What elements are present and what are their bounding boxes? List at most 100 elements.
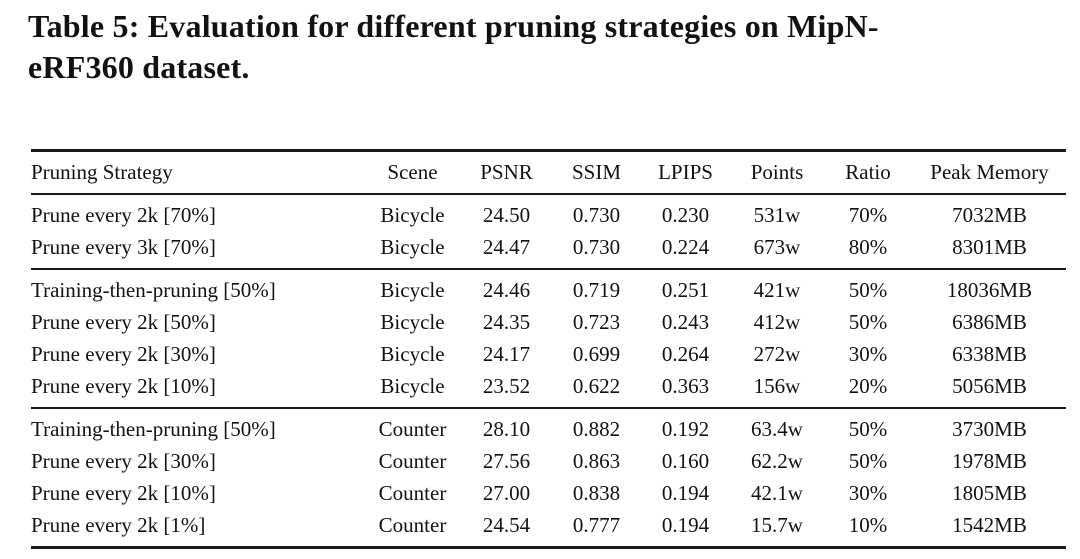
cell-strategy: Prune every 3k [70%]	[31, 234, 216, 259]
column-header-scene: Scene	[387, 160, 438, 184]
cell-lpips: 0.192	[661, 416, 710, 441]
cell-strategy: Prune every 2k [70%]	[31, 202, 216, 227]
cell-strategy: Training-then-pruning [50%]	[31, 416, 276, 441]
cell-points: 531w	[753, 202, 801, 227]
cell-peak_memory: 1978MB	[952, 448, 1027, 473]
cell-lpips: 0.243	[661, 309, 710, 334]
cell-lpips: 0.251	[661, 277, 710, 302]
cell-lpips: 0.160	[661, 448, 710, 473]
cell-psnr: 24.50	[482, 202, 531, 227]
cell-peak_memory: 7032MB	[952, 202, 1027, 227]
caption-line-1: Table 5: Evaluation for different prunin…	[28, 8, 879, 44]
cell-ratio: 10%	[848, 512, 888, 537]
cell-strategy: Training-then-pruning [50%]	[31, 277, 276, 302]
column-header-ssim: SSIM	[571, 160, 622, 184]
column-header-points: Points	[750, 160, 804, 184]
table-head: Pruning Strategy Scene PSNR SSIM LPIPS Points…	[31, 150, 1066, 194]
cell-lpips: 0.264	[661, 341, 710, 366]
cell-peak_memory: 1542MB	[952, 512, 1027, 537]
table-group-1: Prune every 2k [70%] Bicycle 24.50 0.730 0.2…	[31, 194, 1066, 269]
cell-ssim: 0.838	[572, 480, 621, 505]
cell-peak_memory: 3730MB	[952, 416, 1027, 441]
cell-scene: Counter	[378, 480, 447, 505]
table-row: Prune every 2k [10%] Bicycle 23.52 0.622 0.3…	[31, 370, 1066, 408]
cell-points: 42.1w	[751, 480, 803, 505]
cell-ssim: 0.730	[572, 202, 621, 227]
cell-ssim: 0.863	[572, 448, 621, 473]
cell-peak_memory: 6338MB	[952, 341, 1027, 366]
table-header-row: Pruning Strategy Scene PSNR SSIM LPIPS Points…	[31, 150, 1066, 194]
cell-points: 421w	[753, 277, 801, 302]
cell-psnr: 24.17	[482, 341, 531, 366]
cell-points: 412w	[753, 309, 801, 334]
table-row: Prune every 2k [50%] Bicycle 24.35 0.723 0.2…	[31, 306, 1066, 338]
column-header-strategy: Pruning Strategy	[31, 160, 173, 184]
column-header-psnr: PSNR	[480, 160, 533, 184]
column-header-ratio: Ratio	[845, 160, 891, 184]
table-row: Prune every 3k [70%] Bicycle 24.47 0.730 0.2…	[31, 231, 1066, 269]
cell-scene: Bicycle	[380, 202, 445, 227]
table-group-3: Training-then-pruning [50%] Counter 28.10 0…	[31, 408, 1066, 548]
cell-ssim: 0.699	[572, 341, 621, 366]
table-row: Prune every 2k [10%] Counter 27.00 0.838 0.1…	[31, 477, 1066, 509]
table-row: Prune every 2k [30%] Counter 27.56 0.863 0.1…	[31, 445, 1066, 477]
table-row: Prune every 2k [30%] Bicycle 24.17 0.699 0.2…	[31, 338, 1066, 370]
cell-scene: Counter	[378, 416, 447, 441]
cell-lpips: 0.224	[661, 234, 710, 259]
cell-psnr: 24.54	[482, 512, 531, 537]
cell-strategy: Prune every 2k [30%]	[31, 341, 216, 366]
cell-scene: Bicycle	[380, 234, 445, 259]
cell-psnr: 24.47	[482, 234, 531, 259]
cell-ratio: 30%	[848, 341, 888, 366]
cell-peak_memory: 5056MB	[952, 373, 1027, 398]
cell-ratio: 70%	[848, 202, 888, 227]
column-header-lpips: LPIPS	[658, 160, 713, 184]
table-row: Prune every 2k [70%] Bicycle 24.50 0.730 0.2…	[31, 194, 1066, 231]
cell-ratio: 50%	[848, 448, 888, 473]
cell-strategy: Prune every 2k [10%]	[31, 373, 216, 398]
table-row: Prune every 2k [1%] Counter 24.54 0.777 0.19…	[31, 509, 1066, 548]
cell-ssim: 0.622	[572, 373, 621, 398]
cell-ssim: 0.719	[572, 277, 621, 302]
cell-ratio: 30%	[848, 480, 888, 505]
table-caption: Table 5: Evaluation for different prunin…	[28, 6, 879, 88]
cell-scene: Counter	[378, 448, 447, 473]
cell-points: 272w	[753, 341, 801, 366]
cell-psnr: 28.10	[482, 416, 531, 441]
caption-line-2: eRF360 dataset.	[28, 49, 250, 85]
cell-psnr: 23.52	[482, 373, 531, 398]
cell-peak_memory: 8301MB	[952, 234, 1027, 259]
cell-peak_memory: 1805MB	[952, 480, 1027, 505]
cell-lpips: 0.363	[661, 373, 710, 398]
cell-ssim: 0.777	[572, 512, 621, 537]
cell-scene: Counter	[378, 512, 447, 537]
table-row: Training-then-pruning [50%] Counter 28.10 0…	[31, 408, 1066, 445]
table-group-2: Training-then-pruning [50%] Bicycle 24.46 0…	[31, 269, 1066, 408]
cell-lpips: 0.194	[661, 512, 710, 537]
cell-ssim: 0.723	[572, 309, 621, 334]
cell-points: 673w	[753, 234, 801, 259]
cell-psnr: 24.46	[482, 277, 531, 302]
cell-scene: Bicycle	[380, 277, 445, 302]
cell-ratio: 50%	[848, 309, 888, 334]
cell-peak_memory: 6386MB	[952, 309, 1027, 334]
cell-points: 63.4w	[751, 416, 803, 441]
results-table: Pruning Strategy Scene PSNR SSIM LPIPS Points…	[31, 149, 1066, 549]
cell-points: 15.7w	[751, 512, 803, 537]
cell-ratio: 50%	[848, 277, 888, 302]
cell-strategy: Prune every 2k [50%]	[31, 309, 216, 334]
cell-scene: Bicycle	[380, 373, 445, 398]
cell-psnr: 27.00	[482, 480, 531, 505]
cell-lpips: 0.194	[661, 480, 710, 505]
cell-peak_memory: 18036MB	[946, 277, 1033, 302]
cell-ratio: 50%	[848, 416, 888, 441]
cell-strategy: Prune every 2k [30%]	[31, 448, 216, 473]
cell-psnr: 24.35	[482, 309, 531, 334]
cell-strategy: Prune every 2k [1%]	[31, 512, 206, 537]
cell-points: 156w	[753, 373, 801, 398]
column-header-peak_memory: Peak Memory	[930, 160, 1049, 184]
cell-psnr: 27.56	[482, 448, 531, 473]
cell-scene: Bicycle	[380, 309, 445, 334]
cell-points: 62.2w	[751, 448, 803, 473]
cell-ssim: 0.882	[572, 416, 621, 441]
